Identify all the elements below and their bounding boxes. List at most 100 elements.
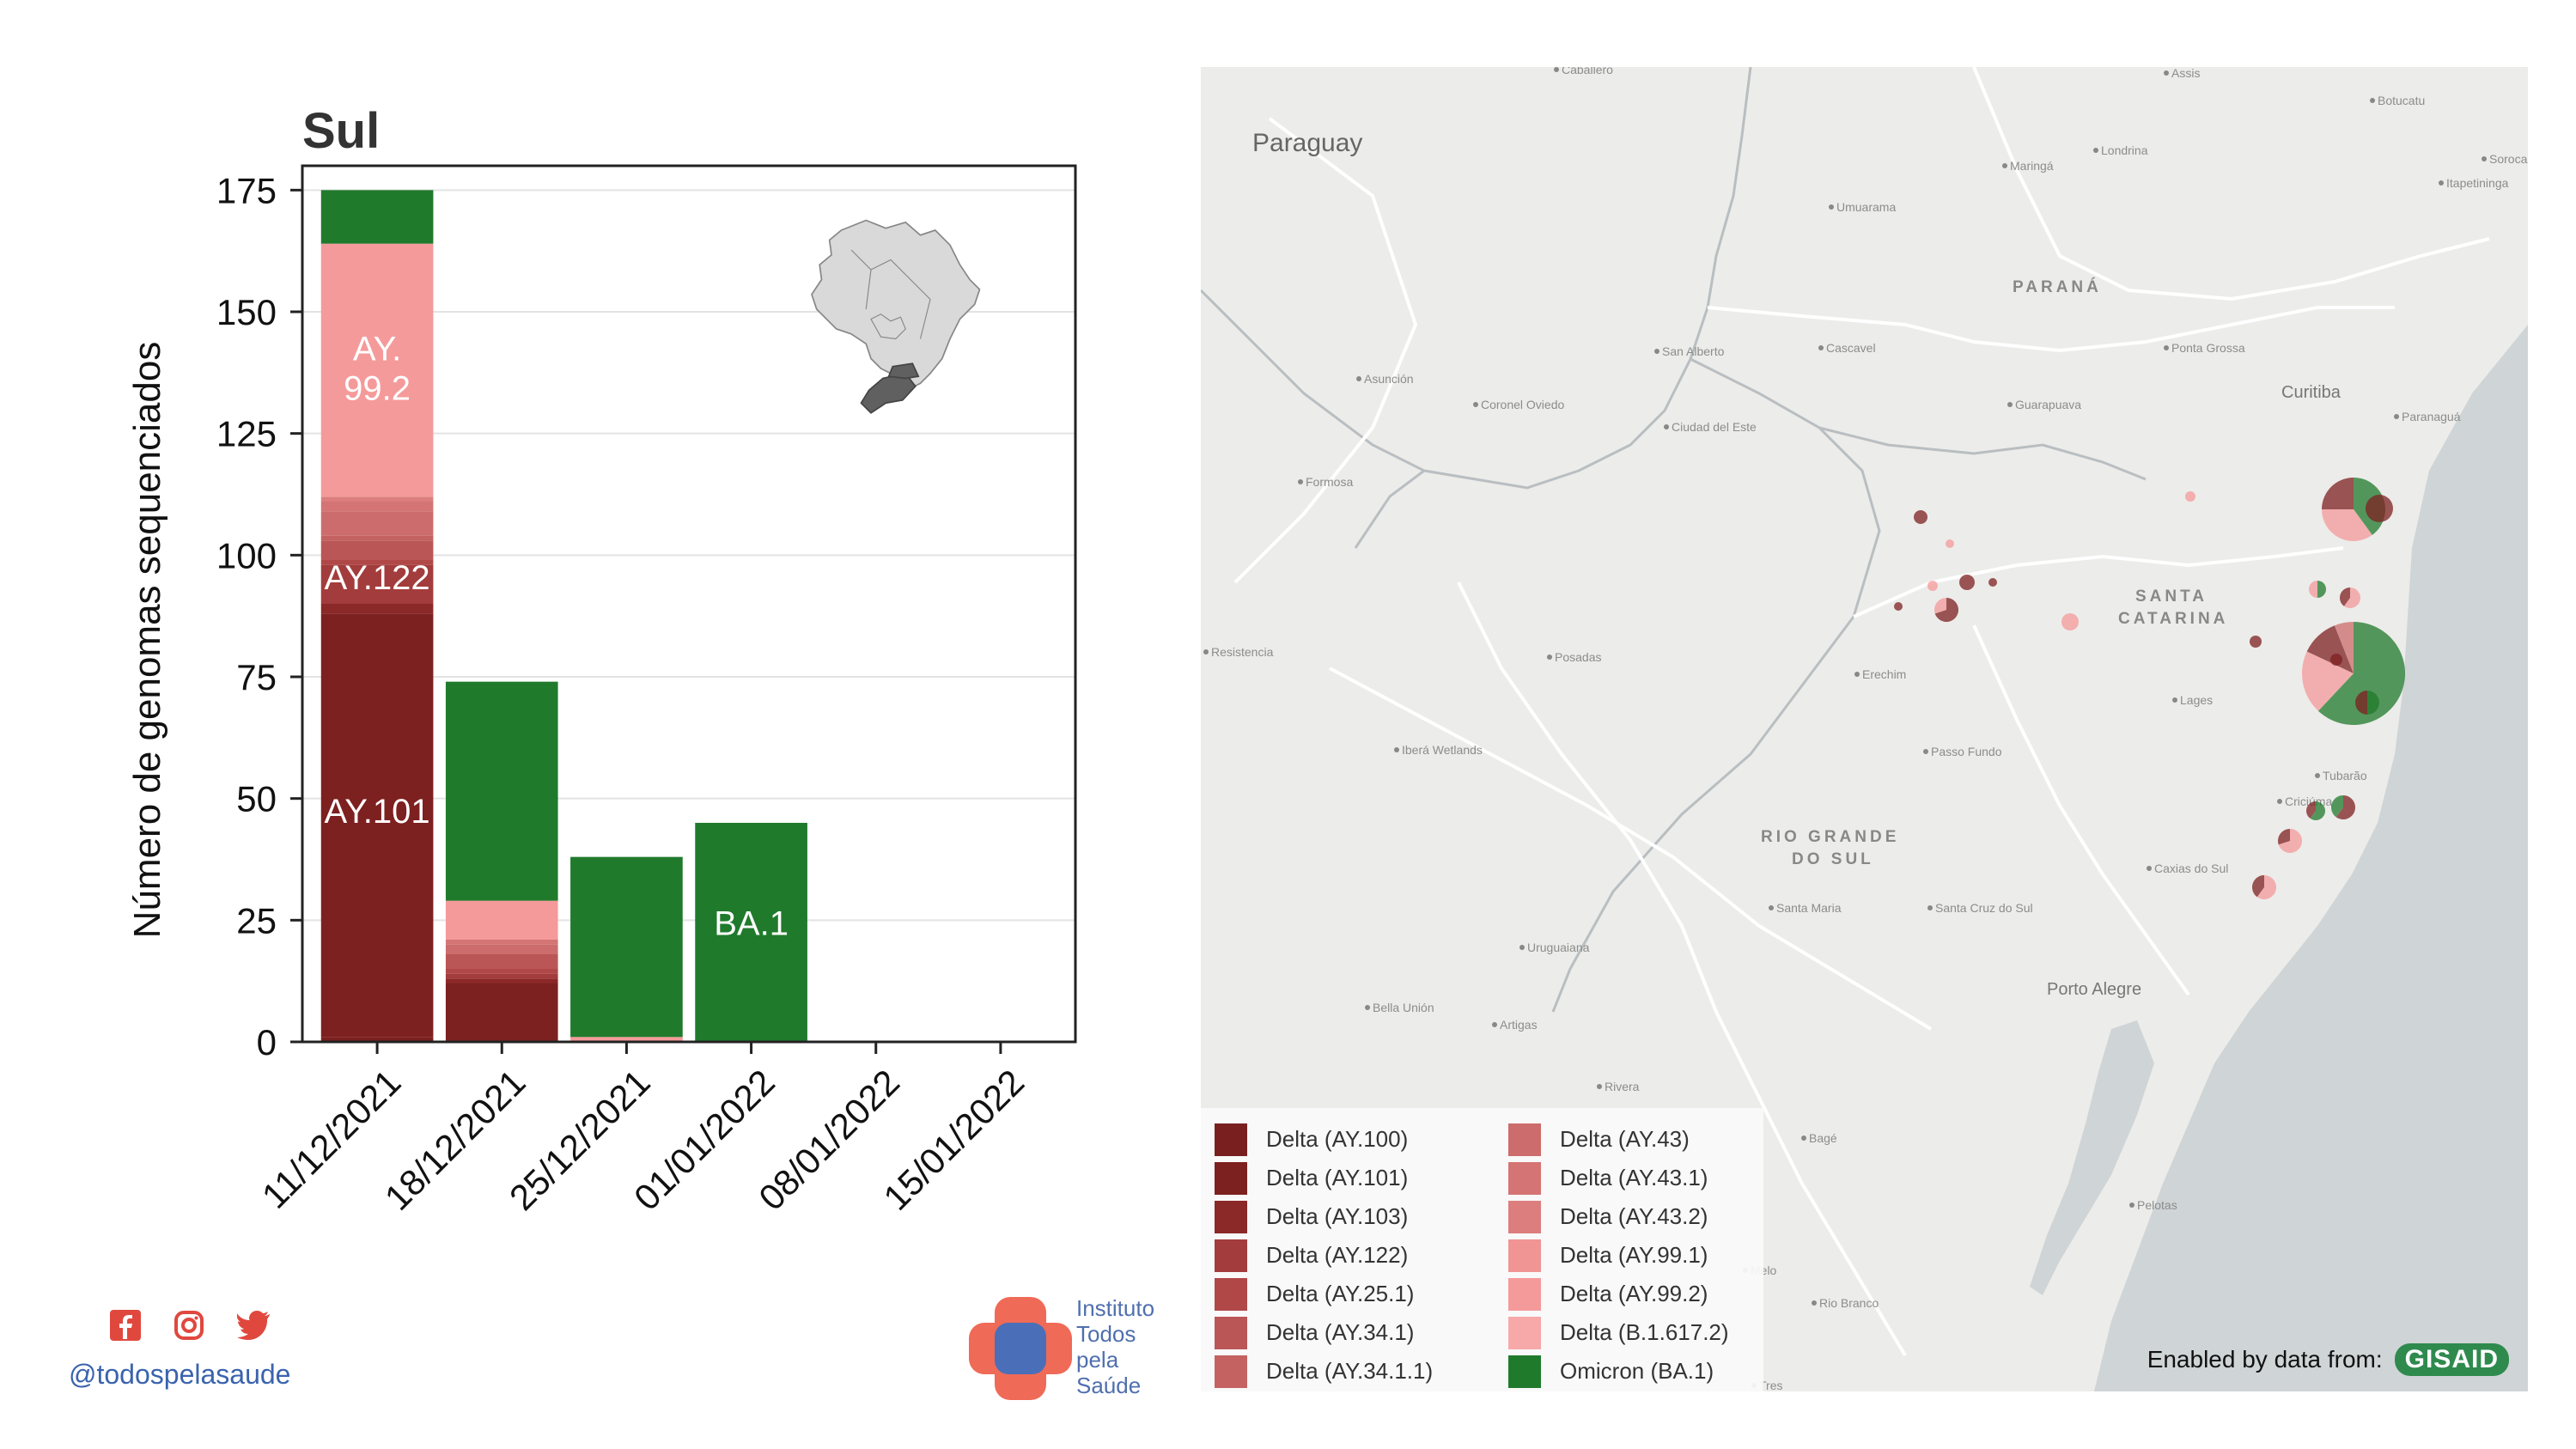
lineage-map[interactable]: Paraguay PARANÁ SANTA CATARINA RIO GRAND… xyxy=(1201,67,2528,1391)
attribution-text: Enabled by data from: xyxy=(2147,1346,2383,1373)
bar-label: AY.122 xyxy=(325,559,430,597)
map-label-porto-alegre: Porto Alegre xyxy=(2047,980,2141,999)
legend-item: Delta (AY.101) xyxy=(1215,1159,1433,1197)
map-city-label: Artigas xyxy=(1500,1018,1538,1032)
instagram-icon[interactable] xyxy=(174,1310,204,1345)
pie-slice xyxy=(2061,613,2079,630)
map-city-dot xyxy=(2172,697,2177,703)
twitter-icon[interactable] xyxy=(236,1310,271,1344)
lineage-pie[interactable] xyxy=(2185,491,2195,502)
map-city-label: Caxias do Sul xyxy=(2154,861,2228,875)
legend-label: Delta (AY.43.2) xyxy=(1560,1203,1708,1229)
map-city-label: Ciudad del Este xyxy=(1672,420,1757,434)
map-city-dot xyxy=(1854,672,1860,677)
map-city-dot xyxy=(1492,1022,1497,1027)
lineage-pie[interactable] xyxy=(2061,613,2079,630)
map-city-dot xyxy=(1769,905,1774,910)
lineage-pie[interactable] xyxy=(2302,622,2405,726)
legend-swatch xyxy=(1508,1239,1541,1272)
legend-label: Delta (B.1.617.2) xyxy=(1560,1319,1729,1345)
pie-slice xyxy=(2306,801,2316,819)
lineage-pie[interactable] xyxy=(2340,588,2360,609)
pie-slice xyxy=(2250,636,2262,648)
lineage-pie[interactable] xyxy=(2366,495,2393,522)
map-city-label: Ponta Grossa xyxy=(2171,341,2245,355)
legend-label: Delta (AY.99.2) xyxy=(1560,1281,1708,1306)
lineage-pie[interactable] xyxy=(1927,581,1938,591)
logo-line-3: pela xyxy=(1076,1347,1119,1373)
pie-slice xyxy=(2310,801,2325,820)
map-city-dot xyxy=(1356,376,1361,381)
legend-swatch xyxy=(1215,1277,1247,1311)
social-handle[interactable]: @todospelasaude xyxy=(69,1359,291,1390)
map-city-label: Santa Maria xyxy=(1776,901,1842,915)
bar-segment xyxy=(320,243,434,497)
map-city-label: Asunción xyxy=(1364,372,1414,386)
gisaid-logo[interactable]: GISAID xyxy=(2394,1343,2509,1376)
bar-segment xyxy=(320,604,434,614)
pie-slice xyxy=(2340,588,2350,606)
map-city-label: Coronel Oviedo xyxy=(1481,398,1564,411)
legend-label: Delta (AY.34.1.1) xyxy=(1266,1358,1434,1384)
legend-item: Delta (AY.34.1.1) xyxy=(1215,1352,1433,1391)
map-city-label: Rio Branco xyxy=(1819,1296,1879,1310)
map-city-label: Maringá xyxy=(2010,159,2054,173)
legend-label: Delta (AY.25.1) xyxy=(1266,1281,1415,1306)
pie-slice xyxy=(2355,691,2367,715)
facebook-icon[interactable] xyxy=(110,1309,141,1345)
bar-segment xyxy=(320,190,434,244)
legend-item: Omicron (BA.1) xyxy=(1508,1352,1729,1391)
lineage-pie[interactable] xyxy=(1934,598,1958,623)
map-city-label: Tres xyxy=(1759,1379,1782,1391)
pie-slice xyxy=(2334,622,2354,673)
social-links: @todospelasaude xyxy=(69,1306,344,1409)
map-city-label: Assis xyxy=(2171,67,2200,80)
map-label-sc-2: CATARINA xyxy=(2118,610,2228,628)
lineage-pie[interactable] xyxy=(2251,875,2276,899)
map-city-label: Iberá Wetlands xyxy=(1402,743,1483,757)
map-label-paraguay: Paraguay xyxy=(1252,129,1362,157)
map-city-label: Paranaguá xyxy=(2402,410,2461,423)
lineage-pie[interactable] xyxy=(2278,829,2302,854)
map-city-label: Caballero xyxy=(1562,67,1613,76)
bar-segment xyxy=(320,502,434,512)
map-city-dot xyxy=(2164,345,2169,350)
bar-label: AY. 99.2 xyxy=(344,331,411,408)
brazil-inset-map xyxy=(811,219,981,414)
lineage-pie[interactable] xyxy=(2306,801,2325,820)
lineage-pie[interactable] xyxy=(1959,575,1975,590)
map-city-dot xyxy=(1818,345,1824,350)
map-city-label: Pelotas xyxy=(2137,1198,2177,1212)
chart-title: Sul xyxy=(302,103,380,159)
pie-slice xyxy=(2366,495,2393,522)
lineage-pie[interactable] xyxy=(1988,578,1997,587)
sample-pies xyxy=(1894,478,2405,899)
legend-swatch xyxy=(1215,1200,1247,1233)
lineage-pie[interactable] xyxy=(2330,654,2342,666)
lineage-pie[interactable] xyxy=(1914,510,1927,524)
pie-slice xyxy=(1927,581,1938,591)
bar-segment xyxy=(445,944,558,954)
map-city-dot xyxy=(1394,747,1399,752)
legend-item: Delta (AY.34.1) xyxy=(1215,1313,1433,1352)
map-label-curitiba: Curitiba xyxy=(2281,383,2342,402)
map-city-dot xyxy=(1654,349,1659,354)
map-city-dot xyxy=(2277,799,2282,804)
legend-swatch xyxy=(1508,1316,1541,1349)
lineage-pie[interactable] xyxy=(2355,691,2379,715)
pie-slice xyxy=(2251,875,2264,898)
map-canvas[interactable]: Paraguay PARANÁ SANTA CATARINA RIO GRAND… xyxy=(1201,67,2528,1391)
lineage-pie[interactable] xyxy=(2250,636,2262,648)
map-city-dot xyxy=(1203,649,1209,654)
lineage-pie[interactable] xyxy=(2331,795,2356,820)
map-city-dot xyxy=(2439,180,2444,186)
bar-segment xyxy=(445,954,558,969)
bar-segment xyxy=(695,823,807,1042)
map-label-rs-2: DO SUL xyxy=(1792,850,1874,868)
legend-item: Delta (AY.43.2) xyxy=(1508,1197,1729,1236)
lineage-pie[interactable] xyxy=(2309,581,2326,598)
lineage-pie[interactable] xyxy=(1894,602,1903,611)
pie-slice xyxy=(1914,510,1927,524)
lineage-pie[interactable] xyxy=(1946,539,1954,548)
bar-segment xyxy=(320,560,434,565)
